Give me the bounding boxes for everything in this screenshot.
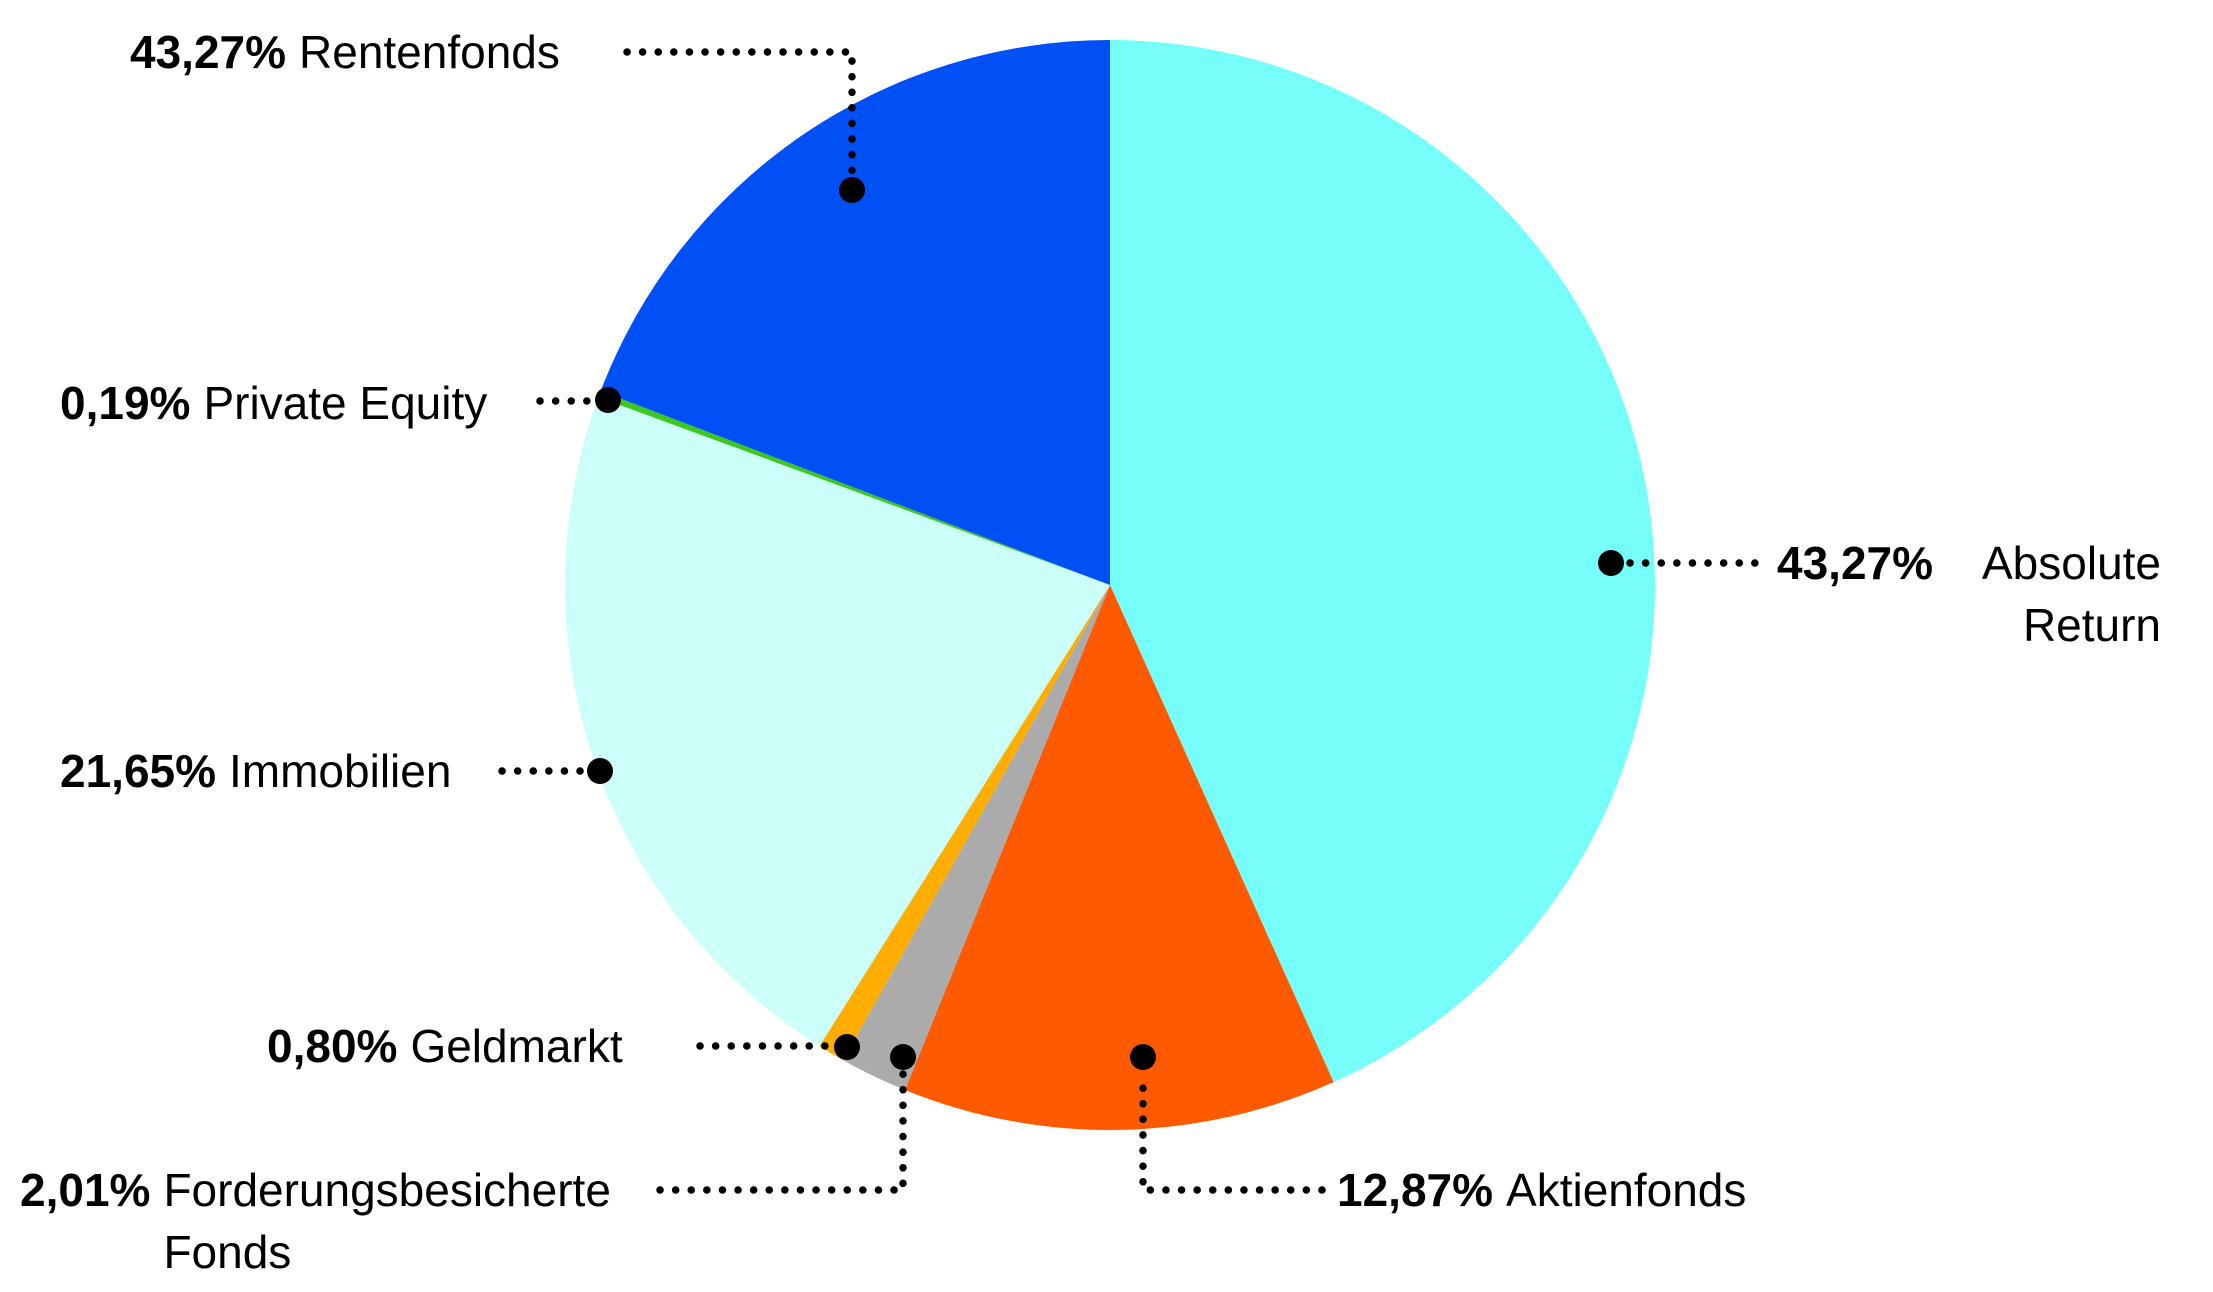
leader-line-forderungsbesicherte-fonds <box>656 1070 907 1194</box>
callout-geldmarkt-percent: 0,80% <box>267 1020 398 1072</box>
callout-aktienfonds-name: Aktienfonds <box>1506 1164 1747 1216</box>
callout-absolute-return: 43,27% Absolute Return <box>1777 532 2161 656</box>
pie-slice-absolute-return <box>1110 40 1656 1082</box>
callout-private-equity: 0,19% Private Equity <box>60 372 487 434</box>
callout-immobilien-name: Immobilien <box>229 745 452 797</box>
callout-aktienfonds: 12,87% Aktienfonds <box>1337 1159 1746 1221</box>
pie-slice-immobilien <box>565 397 1110 1047</box>
callout-rentenfonds: 43,27% Rentenfonds <box>130 21 560 83</box>
callout-immobilien: 21,65% Immobilien <box>60 740 451 802</box>
callout-immobilien-percent: 21,65% <box>60 745 217 797</box>
marker-dot-forderungsbesicherte-fonds <box>890 1044 916 1070</box>
pie-slice-aktienfonds <box>904 585 1334 1131</box>
marker-dot-aktienfonds <box>1130 1044 1156 1070</box>
callout-private-equity-percent: 0,19% <box>60 377 191 429</box>
marker-dot-immobilien <box>587 758 613 784</box>
callout-geldmarkt-name: Geldmarkt <box>410 1020 623 1072</box>
callout-private-equity-name: Private Equity <box>203 377 488 429</box>
pie-slice-geldmarkt <box>819 585 1110 1061</box>
pie-slice-private-equity <box>598 391 1110 585</box>
marker-dot-rentenfonds <box>839 177 865 203</box>
callout-forderungsbesicherte-fonds-name: Forderungsbesicherte Fonds <box>163 1164 611 1278</box>
callout-forderungsbesicherte-fonds-percent: 2,01% <box>20 1164 151 1216</box>
marker-dot-geldmarkt <box>834 1034 860 1060</box>
callout-absolute-return-name: Absolute Return <box>1982 537 2162 651</box>
callout-aktienfonds-percent: 12,87% <box>1337 1164 1494 1216</box>
callout-rentenfonds-name: Rentenfonds <box>299 26 560 78</box>
marker-dot-private-equity <box>595 387 621 413</box>
leader-line-aktienfonds <box>1139 1070 1326 1194</box>
callout-rentenfonds-percent: 43,27% <box>130 26 287 78</box>
callout-absolute-return-percent: 43,27% <box>1777 537 1934 589</box>
leader-line-rentenfonds <box>623 48 856 177</box>
pie-slice-rentenfonds <box>600 40 1110 585</box>
callout-forderungsbesicherte-fonds: 2,01% Forderungsbesicherte Fonds <box>20 1159 663 1283</box>
pie-slice-forderungsbesicherte-fonds <box>842 585 1110 1090</box>
marker-dot-absolute-return <box>1598 550 1624 576</box>
callout-geldmarkt: 0,80% Geldmarkt <box>267 1015 623 1077</box>
